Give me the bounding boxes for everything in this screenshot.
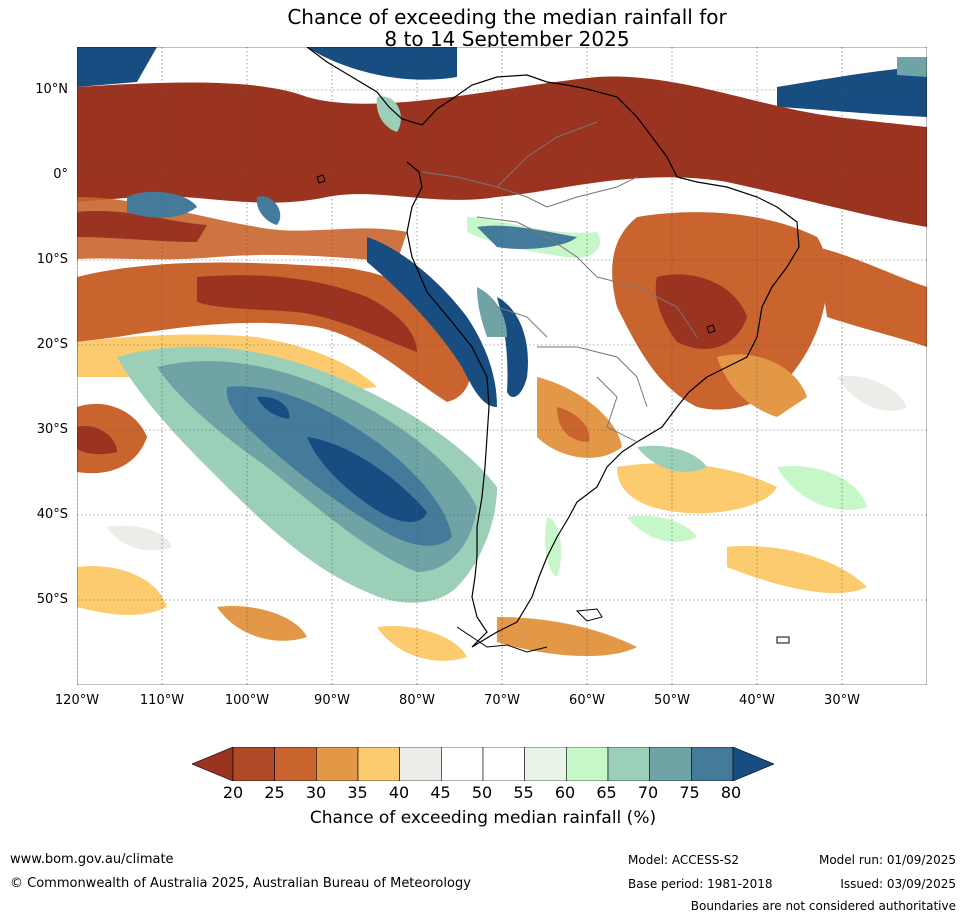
lon-label-60w: 60°W xyxy=(569,693,605,708)
colorbar-tick: 25 xyxy=(264,783,285,802)
lon-label-120w: 120°W xyxy=(54,693,100,708)
colorbar-tick: 35 xyxy=(347,783,368,802)
colorbar-tick: 65 xyxy=(596,783,617,802)
colorbar-tick: 20 xyxy=(222,783,244,802)
lat-label-50s: 50°S xyxy=(36,592,68,607)
colorbar-segment xyxy=(524,747,567,781)
map-title-line1: Chance of exceeding the median rainfall … xyxy=(287,5,727,29)
colorbar-label: Chance of exceeding median rainfall (%) xyxy=(309,808,657,828)
lat-label-0: 0° xyxy=(53,167,68,182)
lat-label-40s: 40°S xyxy=(36,507,68,522)
colorbar-tick: 70 xyxy=(637,783,659,802)
rainfall-probability-map xyxy=(77,47,927,685)
colorbar-segment xyxy=(274,747,317,781)
lat-label-30s: 30°S xyxy=(36,422,68,437)
lat-label-10s: 10°S xyxy=(36,252,68,267)
colorbar-segment xyxy=(441,747,484,781)
colorbar-segment xyxy=(357,747,400,781)
lat-label-10n: 10°N xyxy=(35,82,68,97)
colorbar-tick: 45 xyxy=(430,783,451,802)
footer-disclaimer: Boundaries are not considered authoritat… xyxy=(690,899,956,913)
footer-issued: Issued: 03/09/2025 xyxy=(840,877,956,891)
colorbar-segment xyxy=(232,747,275,781)
colorbar-segment xyxy=(316,747,359,781)
colorbar-tick: 80 xyxy=(720,783,742,802)
lon-label-90w: 90°W xyxy=(314,693,350,708)
colorbar-segment xyxy=(691,747,734,781)
lon-label-30w: 30°W xyxy=(824,693,860,708)
colorbar-segment xyxy=(399,747,442,781)
map-graphic xyxy=(77,47,927,685)
colorbar-tick: 50 xyxy=(471,783,493,802)
colorbar-extend-high xyxy=(732,747,774,781)
footer-model: Model: ACCESS-S2 xyxy=(628,853,740,867)
colorbar-extend-low xyxy=(192,747,234,781)
colorbar xyxy=(192,747,774,781)
colorbar-segment xyxy=(566,747,609,781)
colorbar-tick: 55 xyxy=(513,783,534,802)
footer-website: www.bom.gov.au/climate xyxy=(10,852,174,867)
lon-label-50w: 50°W xyxy=(654,693,690,708)
colorbar-segment xyxy=(482,747,525,781)
map-title-line2: 8 to 14 September 2025 xyxy=(384,27,630,51)
lon-label-40w: 40°W xyxy=(739,693,775,708)
footer-base-period: Base period: 1981-2018 xyxy=(628,877,773,891)
colorbar-tick: 60 xyxy=(554,783,576,802)
footer-copyright: © Commonwealth of Australia 2025, Austra… xyxy=(10,876,471,891)
colorbar-segment xyxy=(649,747,692,781)
colorbar-tick: 30 xyxy=(305,783,327,802)
colorbar-tick: 75 xyxy=(679,783,700,802)
lon-label-70w: 70°W xyxy=(484,693,520,708)
colorbar-tick: 40 xyxy=(388,783,410,802)
lon-label-100w: 100°W xyxy=(224,693,270,708)
colorbar-segment xyxy=(607,747,650,781)
lon-label-110w: 110°W xyxy=(139,693,185,708)
footer-model-run: Model run: 01/09/2025 xyxy=(818,853,956,867)
lon-label-80w: 80°W xyxy=(399,693,435,708)
lat-label-20s: 20°S xyxy=(36,337,68,352)
